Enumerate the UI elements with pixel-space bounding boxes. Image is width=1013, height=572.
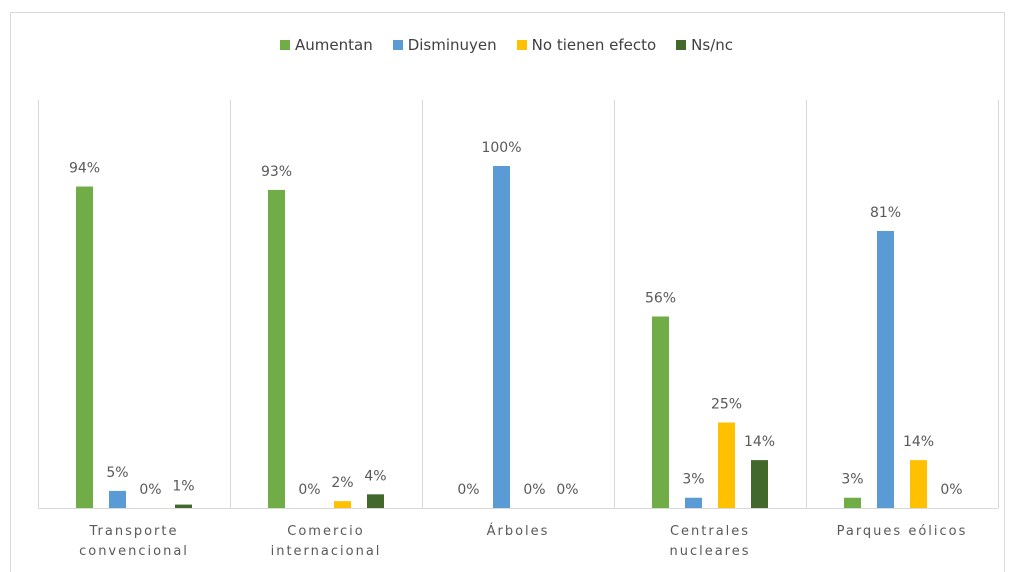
x-tick-label: Centrales nucleares xyxy=(669,524,751,559)
bar xyxy=(877,230,894,509)
legend: Aumentan Disminuyen No tienen efecto Ns/nc xyxy=(0,36,1013,54)
bar xyxy=(493,166,510,508)
bar xyxy=(652,316,669,508)
data-label: 3% xyxy=(682,472,704,488)
x-tick-label: Árboles xyxy=(486,524,550,539)
legend-item: Disminuyen xyxy=(392,36,497,54)
bar xyxy=(109,490,126,508)
data-label: 1% xyxy=(172,479,194,495)
data-label: 4% xyxy=(364,468,386,484)
legend-label: Disminuyen xyxy=(407,36,497,54)
bar xyxy=(334,501,351,508)
bar xyxy=(751,460,768,508)
data-label: 0% xyxy=(298,482,320,498)
legend-swatch xyxy=(676,40,687,50)
x-tick-label: Parques eólicos xyxy=(836,524,968,539)
x-tick-label: Transporte convencional xyxy=(79,524,189,559)
data-label: 2% xyxy=(331,475,353,491)
legend-swatch xyxy=(516,40,527,50)
legend-label: Ns/nc xyxy=(691,36,733,54)
data-label: 0% xyxy=(556,482,578,498)
data-label: 0% xyxy=(139,482,161,498)
bar xyxy=(910,460,927,508)
bar xyxy=(268,189,285,508)
bar xyxy=(175,504,192,508)
data-label: 0% xyxy=(523,482,545,498)
data-label: 5% xyxy=(106,465,128,481)
data-label: 81% xyxy=(870,205,901,221)
chart-border xyxy=(10,12,1005,572)
data-label: 56% xyxy=(645,290,676,306)
legend-swatch xyxy=(280,40,290,50)
legend-item: Aumentan xyxy=(280,36,373,54)
bar xyxy=(685,497,702,508)
data-label: 100% xyxy=(481,140,521,156)
legend-swatch xyxy=(392,40,403,50)
data-label: 25% xyxy=(711,397,742,413)
legend-label: Aumentan xyxy=(295,36,373,54)
data-label: 0% xyxy=(940,482,962,498)
data-label: 3% xyxy=(841,472,863,488)
legend-label: No tienen efecto xyxy=(531,36,657,54)
bar xyxy=(367,494,384,508)
data-label: 14% xyxy=(744,434,775,450)
data-label: 0% xyxy=(457,482,479,498)
legend-item: Ns/nc xyxy=(676,36,733,54)
data-label: 94% xyxy=(69,161,100,177)
bar xyxy=(844,497,861,508)
data-label: 14% xyxy=(903,434,934,450)
data-label: 93% xyxy=(261,164,292,180)
bar xyxy=(76,186,93,508)
bar xyxy=(718,422,735,508)
legend-item: No tienen efecto xyxy=(516,36,657,54)
x-tick-label: Comercio internacional xyxy=(270,524,382,559)
